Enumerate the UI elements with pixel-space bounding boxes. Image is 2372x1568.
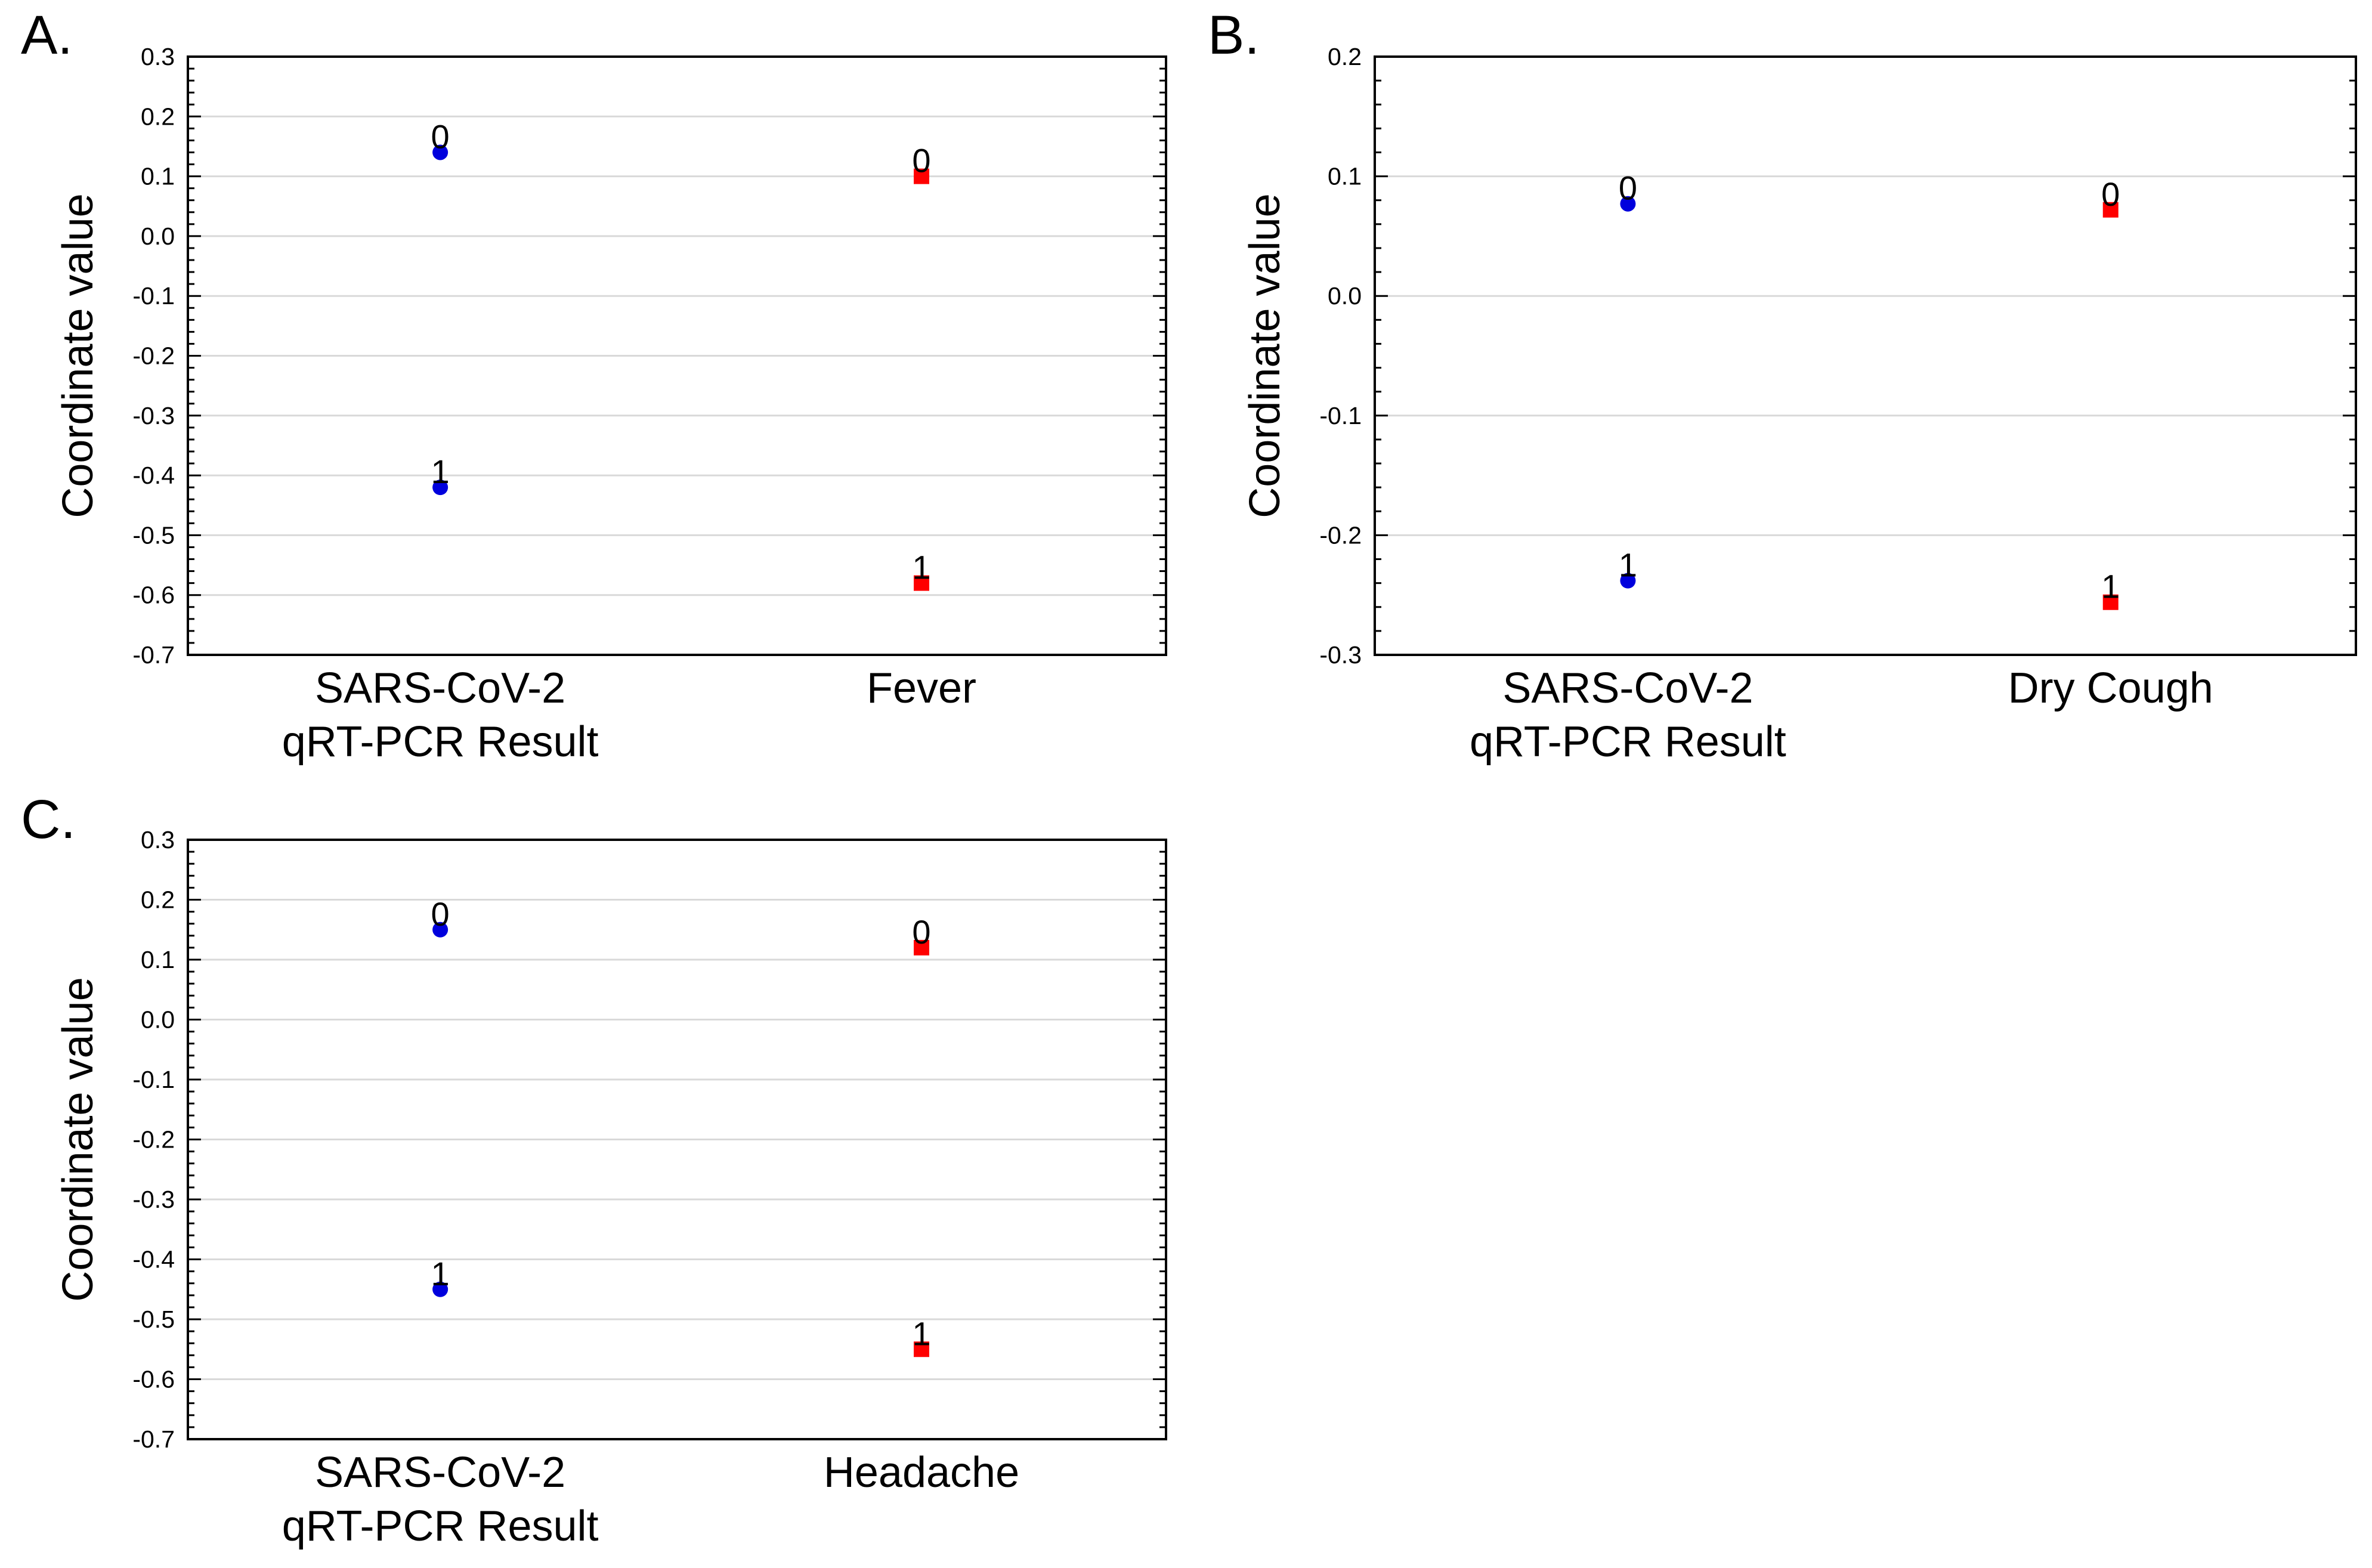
y-tick-label: -0.5 bbox=[132, 1306, 175, 1333]
x-category-label: Fever bbox=[867, 664, 976, 712]
panel-letter: C. bbox=[21, 789, 76, 850]
y-tick-label: 0.1 bbox=[141, 946, 175, 973]
y-tick-label: -0.1 bbox=[132, 282, 175, 310]
data-point-label: 0 bbox=[1619, 169, 1637, 207]
data-point-label: 0 bbox=[431, 895, 450, 933]
plot-frame bbox=[1374, 55, 2357, 656]
panel-letter: A. bbox=[21, 5, 73, 66]
data-point-label: 0 bbox=[912, 142, 930, 180]
y-tick-label: 0.2 bbox=[141, 103, 175, 130]
data-point-circle bbox=[1620, 196, 1636, 212]
plot-frame bbox=[187, 839, 1167, 1440]
x-category-label: Headache bbox=[824, 1449, 1019, 1496]
data-point-circle bbox=[432, 1281, 449, 1297]
x-category-label: SARS-CoV-2 bbox=[1502, 664, 1753, 712]
data-point-square bbox=[914, 575, 929, 591]
panel-letter: B. bbox=[1208, 5, 1260, 66]
data-point-label: 0 bbox=[2101, 175, 2120, 213]
x-category-label: Dry Cough bbox=[2008, 664, 2213, 712]
data-point-label: 1 bbox=[431, 453, 450, 490]
data-point-label: 0 bbox=[431, 117, 450, 155]
data-point-circle bbox=[432, 144, 449, 160]
data-point-square bbox=[2102, 594, 2119, 610]
y-tick-label: -0.7 bbox=[132, 1425, 175, 1453]
data-point-label: 0 bbox=[912, 913, 930, 951]
data-point-square bbox=[914, 1341, 929, 1357]
y-tick-label: 0.1 bbox=[1328, 163, 1362, 190]
y-axis-label: Coordinate value bbox=[1241, 193, 1289, 518]
y-tick-label: -0.2 bbox=[1319, 521, 1362, 549]
plot-frame bbox=[187, 55, 1167, 656]
y-tick-label: 0.3 bbox=[141, 826, 175, 853]
data-point-label: 1 bbox=[431, 1255, 450, 1292]
y-tick-label: 0.2 bbox=[141, 886, 175, 914]
y-tick-label: -0.1 bbox=[132, 1066, 175, 1093]
y-tick-label: -0.6 bbox=[132, 1366, 175, 1393]
x-category-label: SARS-CoV-2 bbox=[315, 1449, 565, 1496]
y-tick-label: -0.6 bbox=[132, 582, 175, 609]
y-axis-label: Coordinate value bbox=[54, 193, 102, 518]
chart-panel-1: A. 0.3 0.2 0.1 0.0 -0.1 -0.2 -0.3 -0.4 -0.5 -0.6 -0… bbox=[21, 5, 1167, 766]
data-point-label: 1 bbox=[2101, 568, 2120, 605]
data-point-label: 1 bbox=[912, 1315, 930, 1352]
y-tick-label: -0.3 bbox=[132, 1186, 175, 1213]
y-tick-label: 0.0 bbox=[1328, 282, 1362, 310]
x-category-label: qRT-PCR Result bbox=[282, 718, 599, 766]
y-tick-label: -0.2 bbox=[132, 342, 175, 370]
y-tick-label: 0.0 bbox=[141, 1006, 175, 1034]
data-point-square bbox=[914, 939, 929, 955]
data-point-label: 1 bbox=[912, 549, 930, 586]
y-tick-label: 0.0 bbox=[141, 222, 175, 250]
y-tick-label: 0.2 bbox=[1328, 43, 1362, 70]
y-tick-label: -0.4 bbox=[132, 462, 175, 489]
y-tick-label: -0.5 bbox=[132, 521, 175, 549]
data-point-square bbox=[2102, 202, 2119, 218]
y-tick-label: -0.3 bbox=[1319, 641, 1362, 669]
data-point-circle bbox=[432, 921, 449, 938]
chart-panel-3: C. 0.3 0.2 0.1 0.0 -0.1 -0.2 -0.3 -0.4 -0.5 -0.6 -0… bbox=[21, 789, 1167, 1550]
y-tick-label: -0.3 bbox=[132, 402, 175, 429]
data-point-square bbox=[914, 168, 929, 184]
y-tick-label: 0.3 bbox=[141, 43, 175, 70]
data-point-circle bbox=[432, 480, 449, 496]
y-tick-label: 0.1 bbox=[141, 163, 175, 190]
x-category-label: SARS-CoV-2 bbox=[315, 664, 565, 712]
y-tick-label: -0.2 bbox=[132, 1126, 175, 1153]
y-tick-label: -0.7 bbox=[132, 641, 175, 669]
y-tick-label: -0.4 bbox=[132, 1246, 175, 1273]
data-point-label: 1 bbox=[1619, 546, 1637, 584]
x-category-label: qRT-PCR Result bbox=[1470, 718, 1786, 766]
y-tick-label: -0.1 bbox=[1319, 402, 1362, 429]
x-category-label: qRT-PCR Result bbox=[282, 1502, 599, 1550]
data-point-circle bbox=[1620, 573, 1636, 589]
chart-panel-2: B. 0.2 0.1 0.0 -0.1 -0.2 -0.3 Coordinate value 0… bbox=[1208, 5, 2357, 766]
y-axis-label: Coordinate value bbox=[54, 977, 102, 1301]
